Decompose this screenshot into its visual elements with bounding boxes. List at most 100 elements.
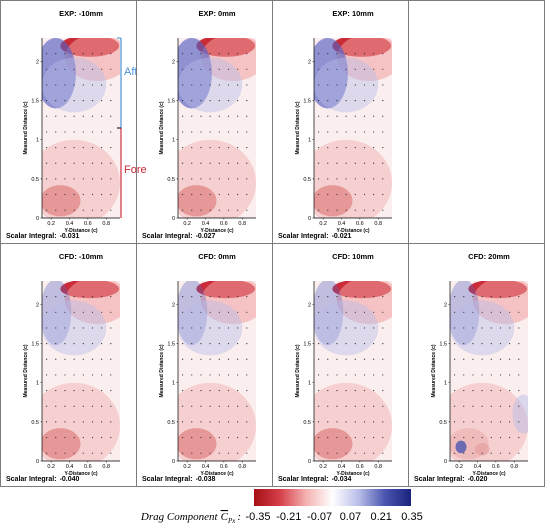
measurement-point (317, 209, 320, 211)
measurement-point (227, 84, 230, 86)
measurement-point (481, 389, 483, 392)
measurement-point (363, 389, 366, 392)
measurement-point (218, 84, 220, 86)
measurement-point (110, 389, 112, 392)
measurement-point (336, 84, 338, 86)
measurement-point (91, 146, 94, 149)
measurement-point (336, 405, 338, 407)
measurement-point (45, 115, 48, 117)
measurement-point (317, 421, 320, 423)
measurement-point (200, 389, 202, 392)
x-tick-label: 0.6 (220, 221, 228, 227)
measurement-point (345, 436, 347, 439)
x-tick-label: 0.4 (202, 464, 210, 470)
measurement-point (200, 100, 202, 102)
measurement-point (209, 53, 211, 55)
measurement-point (209, 452, 211, 454)
measurement-point (181, 311, 184, 313)
x-tick-label: 0.2 (47, 464, 55, 470)
measurement-point (472, 296, 474, 298)
measurement-point (101, 421, 103, 423)
measurement-point (181, 405, 184, 407)
measurement-point (453, 452, 456, 454)
measurement-point (209, 162, 211, 164)
x-tick-label: 0.4 (338, 221, 346, 227)
measurement-point (64, 100, 66, 102)
measurement-point (373, 436, 375, 439)
measurement-point (481, 374, 483, 376)
scalar-integral-label: Scalar Integral: (414, 476, 465, 483)
measurement-point (218, 327, 220, 329)
measurement-point (101, 209, 103, 211)
measurement-point (363, 358, 366, 360)
measurement-point (55, 311, 57, 313)
measurement-point (472, 389, 474, 392)
measurement-point (82, 193, 84, 196)
measurement-point (354, 296, 356, 298)
measurement-point (472, 343, 474, 345)
scalar-integral-value: -0.031 (60, 233, 80, 240)
measurement-point (327, 68, 329, 70)
measurement-point (181, 84, 184, 86)
measurement-point (45, 178, 48, 180)
measurement-point (327, 131, 329, 133)
measurement-point (73, 209, 75, 211)
measurement-point (382, 374, 384, 376)
contour-region (474, 443, 490, 456)
y-tick-label: 0.5 (167, 420, 175, 426)
measurement-point (345, 405, 347, 407)
colorbar-subscript: Px (227, 517, 236, 525)
measurement-point (45, 343, 48, 345)
measurement-point (472, 358, 474, 360)
measurement-point (363, 84, 366, 86)
measurement-point (499, 374, 502, 376)
measurement-point (73, 343, 75, 345)
measurement-point (327, 436, 329, 439)
measurement-point (382, 162, 384, 164)
panel-title: CFD: -10mm (59, 252, 104, 261)
measurement-point (237, 405, 239, 407)
y-tick-label: 1 (172, 381, 175, 387)
measurement-point (382, 131, 384, 133)
measurement-point (191, 178, 193, 180)
measurement-point (317, 115, 320, 117)
measurement-point (55, 131, 57, 133)
measurement-point (246, 296, 248, 298)
contour-region (450, 382, 528, 461)
contour-region (455, 440, 467, 454)
measurement-point (101, 146, 103, 149)
measurement-point (499, 405, 502, 407)
measurement-point (382, 358, 384, 360)
panel-title: CFD: 10mm (332, 252, 374, 261)
measurement-point (218, 115, 220, 117)
measurement-point (382, 405, 384, 407)
measurement-point (191, 405, 193, 407)
measurement-point (354, 405, 356, 407)
colorbar-separator: : (237, 511, 241, 523)
x-tick-label: 0.6 (220, 464, 228, 470)
measurement-point (181, 100, 184, 102)
contour-region (42, 38, 76, 109)
measurement-point (472, 436, 474, 439)
y-tick-label: 1 (444, 381, 447, 387)
measurement-point (200, 405, 202, 407)
measurement-point (64, 115, 66, 117)
y-tick-label: 2 (444, 302, 447, 308)
measurement-point (218, 421, 220, 423)
colorbar-label: Drag Component CPx: (140, 511, 241, 525)
measurement-point (218, 405, 220, 407)
measurement-point (45, 327, 48, 329)
measurement-point (336, 389, 338, 392)
y-tick-label: 2 (36, 59, 39, 65)
x-tick-label: 0.2 (455, 464, 463, 470)
measurement-point (336, 327, 338, 329)
measurement-point (55, 68, 57, 70)
x-axis-label: Y-Distance (c) (200, 471, 233, 477)
measurement-point (200, 452, 202, 454)
panel-frame (408, 243, 545, 487)
panel: CFD: -10mm 0 0.5 1 1.5 2 0.2 0.4 0.6 0.8 Y-Distanc… (0, 243, 137, 487)
measurement-point (336, 146, 338, 149)
measurement-point (354, 374, 356, 376)
contour-region (200, 38, 256, 82)
measurement-point (453, 421, 456, 423)
